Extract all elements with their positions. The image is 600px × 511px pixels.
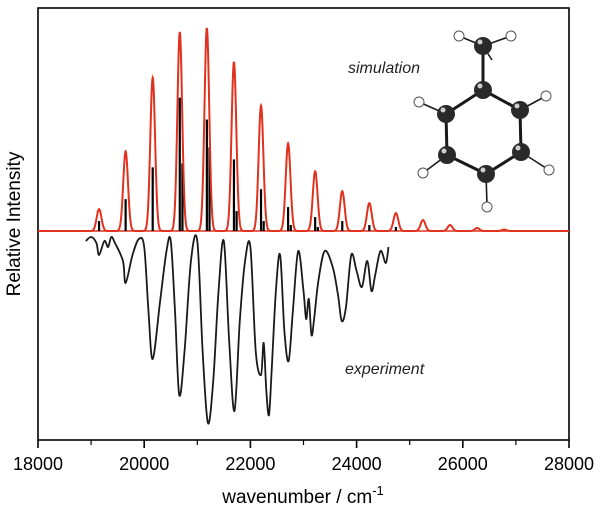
x-axis-label-text: wavenumber / cm bbox=[221, 487, 372, 508]
x-axis-label: wavenumber / cm-1 bbox=[221, 483, 384, 508]
experiment-curve bbox=[85, 234, 390, 425]
stick-spectrum bbox=[97, 97, 397, 231]
x-tick-label: 18000 bbox=[13, 454, 63, 474]
x-tick-label: 26000 bbox=[438, 454, 488, 474]
x-tick-label: 22000 bbox=[225, 454, 275, 474]
plot-frame bbox=[37, 7, 570, 441]
y-axis-label: Relative Intensity bbox=[4, 151, 25, 296]
simulation-annotation: simulation bbox=[348, 60, 420, 77]
x-tick-label: 20000 bbox=[119, 454, 169, 474]
x-axis-ticks: 18000 20000 22000 24000 26000 28000 bbox=[13, 440, 594, 474]
toluene-molecule-icon bbox=[413, 30, 555, 213]
x-tick-label: 24000 bbox=[332, 454, 382, 474]
simulation-curve bbox=[38, 27, 569, 232]
experiment-annotation: experiment bbox=[345, 361, 425, 378]
x-axis-label-exponent: -1 bbox=[372, 483, 384, 498]
x-tick-label: 28000 bbox=[544, 454, 594, 474]
